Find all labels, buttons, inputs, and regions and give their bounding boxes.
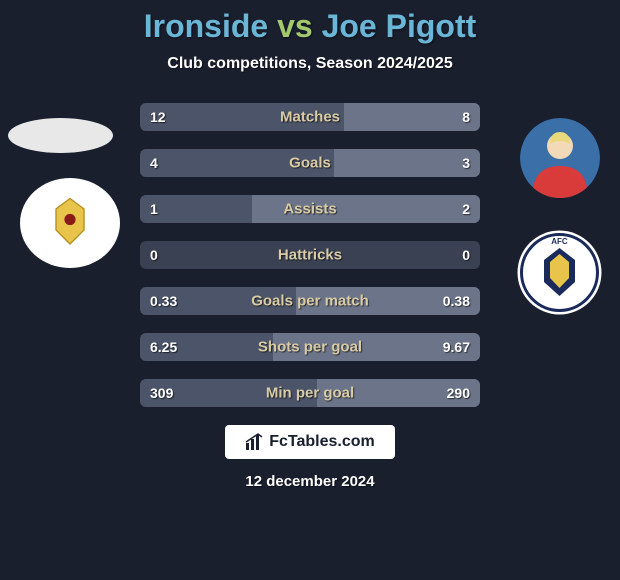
- stat-label: Goals per match: [251, 293, 369, 310]
- stat-row: Matches 12 8: [140, 103, 480, 131]
- subtitle: Club competitions, Season 2024/2025: [0, 55, 620, 73]
- stat-value-left: 309: [150, 385, 173, 401]
- stat-label: Shots per goal: [258, 339, 362, 356]
- stat-value-right: 290: [447, 385, 470, 401]
- brand-box: FcTables.com: [225, 425, 395, 459]
- stat-value-right: 0: [462, 247, 470, 263]
- stat-value-right: 2: [462, 201, 470, 217]
- stat-value-left: 1: [150, 201, 158, 217]
- stat-row: Goals per match 0.33 0.38: [140, 287, 480, 315]
- player2-name: Joe Pigott: [322, 8, 477, 44]
- footer-date: 12 december 2024: [0, 473, 620, 490]
- stat-label: Min per goal: [266, 385, 354, 402]
- stat-label: Hattricks: [278, 247, 342, 264]
- stat-value-right: 0.38: [443, 293, 470, 309]
- stat-label: Goals: [289, 155, 331, 172]
- stat-row: Goals 4 3: [140, 149, 480, 177]
- stat-value-left: 12: [150, 109, 166, 125]
- stat-value-left: 4: [150, 155, 158, 171]
- stat-row: Shots per goal 6.25 9.67: [140, 333, 480, 361]
- stat-value-left: 6.25: [150, 339, 177, 355]
- vs-label: vs: [277, 8, 313, 44]
- brand-chart-icon: [245, 433, 263, 451]
- stat-value-right: 9.67: [443, 339, 470, 355]
- footer-brand: FcTables.com: [0, 425, 620, 459]
- stat-label: Matches: [280, 109, 340, 126]
- stat-row: Hattricks 0 0: [140, 241, 480, 269]
- stat-row: Assists 1 2: [140, 195, 480, 223]
- stat-row: Min per goal 309 290: [140, 379, 480, 407]
- stat-value-right: 3: [462, 155, 470, 171]
- stat-value-left: 0.33: [150, 293, 177, 309]
- stat-bar-right: [334, 149, 480, 177]
- brand-text: FcTables.com: [269, 433, 375, 451]
- stats-area: Matches128Goals43Assists12Hattricks00Goa…: [0, 103, 620, 407]
- stat-bar-right: [344, 103, 480, 131]
- page-title: Ironside vs Joe Pigott: [0, 0, 620, 45]
- player1-name: Ironside: [144, 8, 268, 44]
- stat-label: Assists: [283, 201, 336, 218]
- comparison-infographic: Ironside vs Joe Pigott Club competitions…: [0, 0, 620, 580]
- stat-value-left: 0: [150, 247, 158, 263]
- stat-value-right: 8: [462, 109, 470, 125]
